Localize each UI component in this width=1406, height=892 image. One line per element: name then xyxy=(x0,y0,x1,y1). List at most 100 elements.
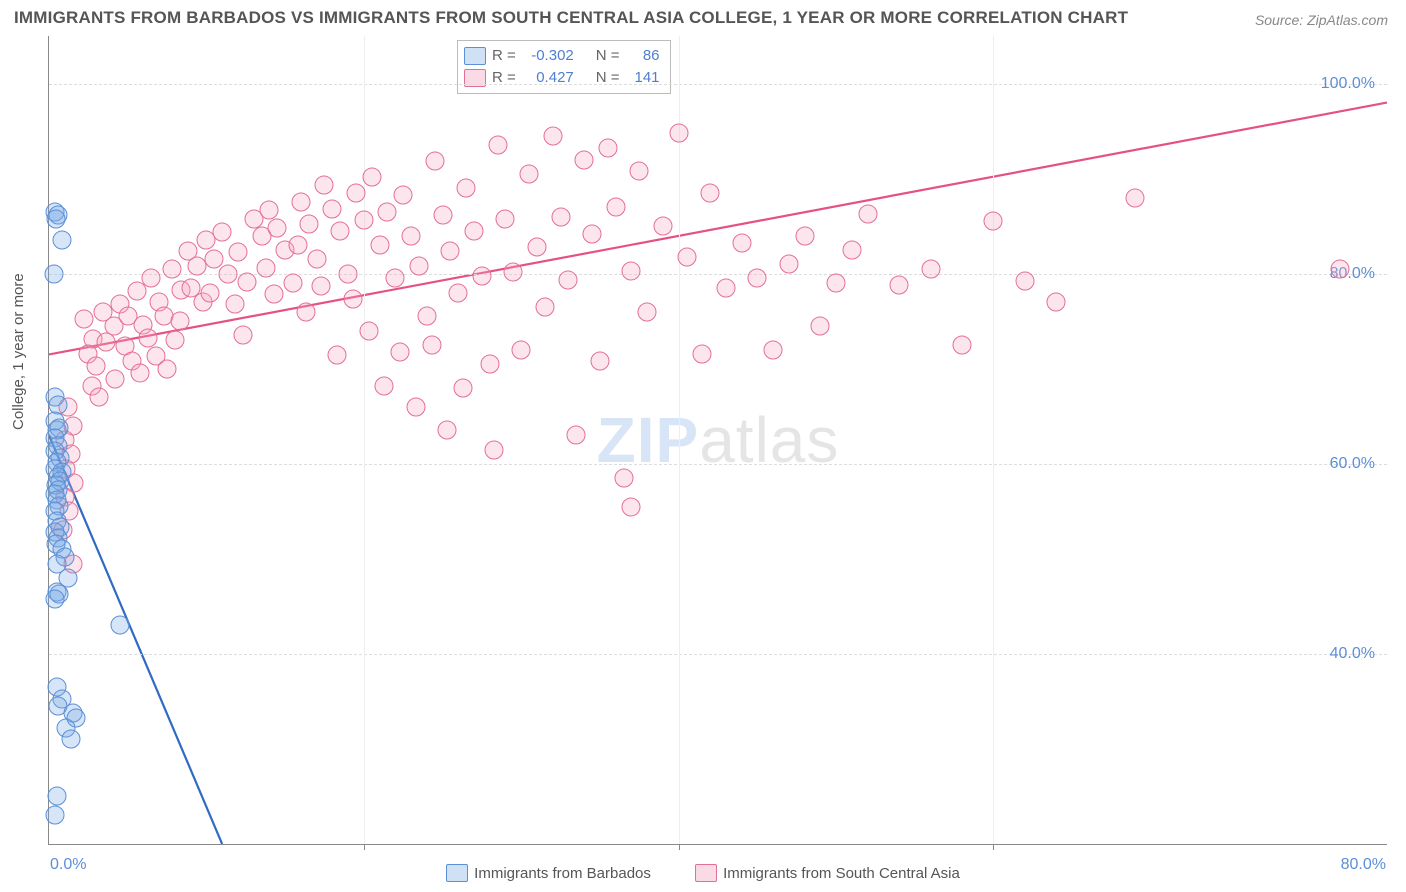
scatter-point-pink xyxy=(984,212,1003,231)
stats-row-pink: R = 0.427 N = 141 xyxy=(464,67,660,89)
scatter-point-pink xyxy=(417,307,436,326)
scatter-point-pink xyxy=(165,331,184,350)
swatch-blue-icon xyxy=(464,47,486,65)
scatter-point-pink xyxy=(457,179,476,198)
scatter-point-pink xyxy=(343,290,362,309)
scatter-point-pink xyxy=(606,198,625,217)
legend-item-pink: Immigrants from South Central Asia xyxy=(695,864,960,882)
scatter-point-blue xyxy=(46,806,65,825)
n-value: 141 xyxy=(626,67,660,89)
gridline-v xyxy=(364,36,365,844)
scatter-point-pink xyxy=(238,273,257,292)
scatter-point-pink xyxy=(354,211,373,230)
scatter-point-pink xyxy=(288,236,307,255)
scatter-point-pink xyxy=(598,139,617,158)
scatter-point-pink xyxy=(219,264,238,283)
scatter-point-pink xyxy=(622,497,641,516)
scatter-point-pink xyxy=(362,167,381,186)
scatter-point-pink xyxy=(225,295,244,314)
scatter-point-pink xyxy=(142,269,161,288)
scatter-point-pink xyxy=(268,219,287,238)
r-label: R = xyxy=(492,67,516,89)
scatter-point-pink xyxy=(1015,272,1034,291)
scatter-point-pink xyxy=(858,204,877,223)
scatter-point-pink xyxy=(96,333,115,352)
scatter-point-pink xyxy=(406,397,425,416)
scatter-point-pink xyxy=(370,236,389,255)
scatter-point-pink xyxy=(257,258,276,277)
scatter-point-pink xyxy=(307,250,326,269)
scatter-point-pink xyxy=(677,247,696,266)
scatter-point-pink xyxy=(1330,259,1349,278)
scatter-point-pink xyxy=(559,271,578,290)
gridline-h xyxy=(49,654,1387,655)
scatter-point-pink xyxy=(590,352,609,371)
scatter-point-pink xyxy=(779,255,798,274)
scatter-point-pink xyxy=(409,257,428,276)
scatter-point-pink xyxy=(402,226,421,245)
n-label: N = xyxy=(596,67,620,89)
scatter-point-pink xyxy=(952,335,971,354)
scatter-point-pink xyxy=(87,356,106,375)
scatter-point-pink xyxy=(375,376,394,395)
legend-label: Immigrants from South Central Asia xyxy=(723,865,960,882)
scatter-point-pink xyxy=(299,215,318,234)
scatter-point-pink xyxy=(520,164,539,183)
scatter-point-pink xyxy=(551,207,570,226)
bottom-legend: Immigrants from Barbados Immigrants from… xyxy=(0,864,1406,886)
y-axis-label: College, 1 year or more xyxy=(10,273,27,430)
scatter-point-pink xyxy=(90,388,109,407)
scatter-point-pink xyxy=(315,176,334,195)
scatter-point-pink xyxy=(480,354,499,373)
scatter-point-pink xyxy=(378,202,397,221)
scatter-point-pink xyxy=(465,221,484,240)
scatter-point-pink xyxy=(422,335,441,354)
scatter-point-pink xyxy=(339,264,358,283)
scatter-point-pink xyxy=(453,378,472,397)
scatter-point-pink xyxy=(764,340,783,359)
scatter-point-pink xyxy=(472,266,491,285)
scatter-point-pink xyxy=(614,469,633,488)
stats-row-blue: R = -0.302 N = 86 xyxy=(464,45,660,67)
watermark: ZIPatlas xyxy=(597,403,840,477)
x-tick-mark xyxy=(993,844,994,850)
scatter-point-blue xyxy=(47,787,66,806)
scatter-point-pink xyxy=(512,340,531,359)
swatch-pink-icon xyxy=(695,864,717,882)
scatter-point-pink xyxy=(139,329,158,348)
scatter-point-pink xyxy=(732,234,751,253)
scatter-point-pink xyxy=(283,274,302,293)
scatter-point-pink xyxy=(265,284,284,303)
y-tick-label: 40.0% xyxy=(1330,645,1375,663)
scatter-point-pink xyxy=(433,205,452,224)
r-value: -0.302 xyxy=(522,45,574,67)
scatter-point-blue xyxy=(47,209,66,228)
scatter-point-pink xyxy=(638,302,657,321)
swatch-blue-icon xyxy=(446,864,468,882)
scatter-point-pink xyxy=(748,269,767,288)
scatter-point-pink xyxy=(394,185,413,204)
scatter-point-pink xyxy=(842,240,861,259)
watermark-atlas: atlas xyxy=(699,404,839,476)
gridline-v xyxy=(993,36,994,844)
r-label: R = xyxy=(492,45,516,67)
scatter-point-pink xyxy=(449,283,468,302)
scatter-point-pink xyxy=(575,150,594,169)
scatter-point-pink xyxy=(504,262,523,281)
scatter-point-pink xyxy=(795,226,814,245)
scatter-point-pink xyxy=(485,440,504,459)
scatter-point-pink xyxy=(312,277,331,296)
x-tick-mark xyxy=(679,844,680,850)
gridline-v xyxy=(679,36,680,844)
scatter-point-pink xyxy=(391,342,410,361)
scatter-point-pink xyxy=(543,126,562,145)
scatter-point-pink xyxy=(213,222,232,241)
scatter-point-pink xyxy=(1047,293,1066,312)
scatter-point-pink xyxy=(653,217,672,236)
scatter-point-pink xyxy=(1126,188,1145,207)
scatter-point-pink xyxy=(200,283,219,302)
scatter-point-pink xyxy=(622,261,641,280)
scatter-point-pink xyxy=(827,274,846,293)
scatter-point-pink xyxy=(359,321,378,340)
scatter-point-pink xyxy=(74,310,93,329)
